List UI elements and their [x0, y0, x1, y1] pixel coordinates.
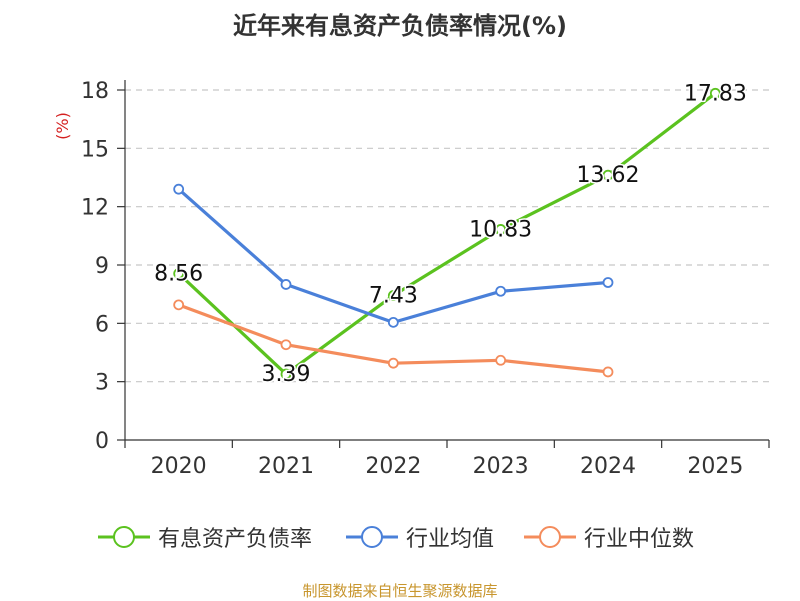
data-label: 7.43 — [369, 284, 418, 309]
y-axis-label: (%) — [53, 112, 72, 140]
data-point[interactable] — [280, 279, 292, 290]
data-point[interactable] — [387, 290, 399, 301]
data-label: 17.83 — [684, 81, 747, 106]
data-point[interactable] — [173, 268, 185, 279]
y-tick-label: 15 — [81, 137, 109, 162]
legend-item-industry-median[interactable]: 行业中位数 — [524, 520, 694, 554]
chart-title: 近年来有息资产负债率情况(%) — [233, 12, 567, 40]
axis-layer: 0 3 6 9 12 15 18 2020 2021 2022 2023 2024 2025 (%) — [53, 79, 770, 479]
data-point[interactable] — [495, 285, 507, 297]
legend-label-industry-mean: 行业均值 — [406, 527, 495, 552]
x-tick-label: 2024 — [580, 454, 636, 479]
data-point[interactable] — [387, 316, 399, 328]
series-line-0 — [177, 92, 717, 376]
data-label: 3.39 — [262, 362, 311, 387]
data-point[interactable] — [173, 183, 185, 195]
data-label: 10.83 — [469, 217, 532, 242]
y-tick-label: 6 — [95, 312, 109, 337]
data-source-note: 制图数据来自恒生聚源数据库 — [302, 582, 498, 600]
x-tick-label: 2025 — [687, 454, 743, 479]
data-point[interactable] — [709, 87, 721, 99]
legend-marker-debt-ratio — [98, 526, 150, 548]
y-tick-label: 18 — [81, 79, 109, 104]
x-tick-label: 2022 — [365, 454, 421, 479]
legend-item-industry-mean[interactable]: 行业均值 — [346, 520, 494, 554]
data-label: 13.62 — [577, 163, 640, 188]
y-tick-label: 9 — [95, 254, 109, 279]
chart-legend: 有息资产负债率 行业均值 行业中位数 — [0, 520, 800, 554]
line-chart: 0 3 6 9 12 15 18 2020 2021 2022 2023 2024 2025 (%) 8.… — [53, 79, 770, 479]
x-tick-label: 2023 — [473, 454, 529, 479]
legend-label-industry-median: 行业中位数 — [584, 527, 695, 552]
data-label-layer: 8.56 3.39 7.43 10.83 13.62 17.83 — [153, 80, 749, 389]
y-tick-label: 3 — [95, 371, 109, 396]
series-layer — [173, 87, 721, 380]
data-label: 8.56 — [154, 262, 203, 287]
y-tick-label: 0 — [95, 429, 109, 454]
data-point[interactable] — [387, 357, 399, 369]
data-point[interactable] — [173, 299, 185, 311]
legend-label-debt-ratio: 有息资产负债率 — [158, 527, 313, 552]
data-point[interactable] — [602, 366, 614, 378]
data-point[interactable] — [280, 339, 292, 351]
legend-marker-industry-mean — [346, 526, 398, 548]
data-point[interactable] — [602, 169, 614, 181]
data-point[interactable] — [280, 368, 292, 380]
data-point[interactable] — [495, 224, 507, 235]
x-tick-label: 2020 — [151, 454, 207, 479]
grid-layer — [125, 89, 769, 383]
legend-marker-industry-median — [524, 526, 576, 548]
legend-item-debt-ratio[interactable]: 有息资产负债率 — [98, 520, 312, 554]
x-tick-label: 2021 — [258, 454, 314, 479]
data-point[interactable] — [495, 354, 507, 366]
y-tick-label: 12 — [81, 196, 109, 221]
data-point[interactable] — [602, 277, 614, 288]
